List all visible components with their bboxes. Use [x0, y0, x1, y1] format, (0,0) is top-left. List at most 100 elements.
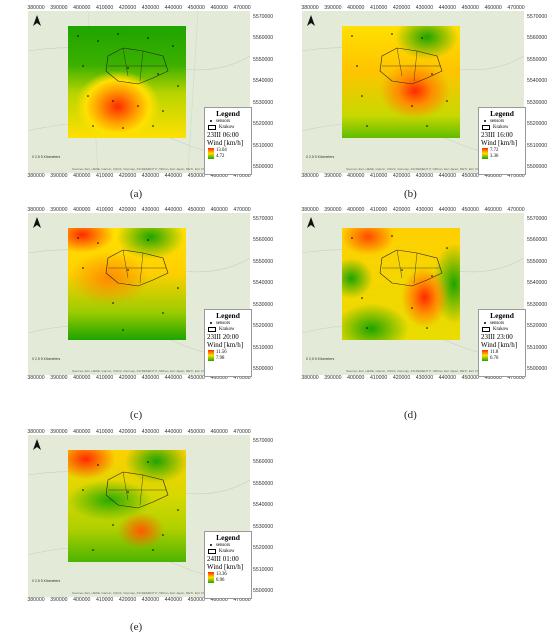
y-tick-label: 5530000: [253, 523, 274, 530]
x-tick-label: 410000: [96, 429, 114, 435]
x-tick-label: 450000: [187, 597, 205, 603]
legend-title: Legend: [216, 109, 240, 118]
legend-sensors: sensors: [216, 118, 231, 124]
legend-krakow: Krakow: [219, 326, 235, 332]
x-tick-label: 410000: [96, 375, 114, 381]
x-tick-label: 470000: [233, 5, 251, 11]
boundary-box-icon: [482, 124, 490, 130]
x-tick-label: 430000: [415, 5, 434, 11]
krakow-boundary: [379, 249, 443, 287]
x-tick-label: 440000: [164, 429, 182, 435]
x-tick-label: 440000: [164, 375, 182, 381]
boundary-box-icon: [208, 548, 216, 554]
y-tick-label: 5510000: [527, 344, 548, 351]
x-tick-label: 390000: [50, 5, 68, 11]
x-tick-label: 460000: [210, 5, 228, 11]
legend-sensors: sensors: [216, 320, 231, 326]
x-tick-label: 380000: [27, 5, 45, 11]
map-credit: Sources: Esri, HERE, Garmin, USGS, Inter…: [346, 369, 517, 373]
krakow-boundary: [379, 47, 443, 85]
x-tick-label: 440000: [164, 597, 182, 603]
x-tick-label: 420000: [118, 597, 137, 603]
x-tick-label: 450000: [187, 429, 205, 435]
legend-variable: Wind [km/h]: [481, 139, 518, 147]
legend-time: 23III 06:00: [207, 131, 239, 139]
x-tick-label: 400000: [347, 173, 365, 179]
y-tick-label: 5540000: [253, 280, 274, 287]
legend-sensors: sensors: [216, 542, 231, 548]
legend: Legend sensors Krakow 23III 16:00 Wind […: [478, 107, 526, 175]
y-tick-label: 5560000: [253, 35, 274, 42]
x-axis-bottom: 380000 390000 400000 410000 420000 430000 4400…: [26, 597, 252, 605]
x-axis-bottom: 380000 390000 400000 410000 420000 430000 4400…: [26, 173, 252, 181]
y-tick-label: 5570000: [253, 438, 274, 444]
boundary-box-icon: [208, 326, 216, 332]
x-tick-label: 400000: [347, 207, 365, 213]
x-tick-label: 470000: [233, 597, 251, 603]
map-credit: Sources: Esri, HERE, Garmin, USGS, Inter…: [346, 167, 517, 171]
sensor-dot-icon: [210, 322, 212, 324]
legend-time: 23III 23:00: [481, 333, 513, 341]
y-tick-label: 5570000: [527, 216, 548, 222]
y-tick-label: 5560000: [253, 237, 274, 244]
legend-time: 23III 16:00: [481, 131, 513, 139]
x-tick-label: 460000: [484, 207, 502, 213]
legend-max: 11.56: [216, 350, 227, 355]
x-tick-label: 450000: [461, 375, 479, 381]
y-tick-label: 5550000: [253, 480, 274, 487]
x-tick-label: 390000: [50, 429, 68, 435]
x-axis-bottom: 380000 390000 400000 410000 420000 430000 4400…: [300, 173, 526, 181]
y-tick-label: 5530000: [253, 99, 274, 106]
y-tick-label: 5550000: [527, 258, 548, 265]
x-tick-label: 390000: [324, 173, 342, 179]
x-tick-label: 390000: [50, 375, 68, 381]
legend-min: 7.98: [216, 356, 225, 361]
y-tick-label: 5540000: [253, 78, 274, 85]
x-tick-label: 400000: [73, 173, 91, 179]
x-tick-label: 420000: [392, 173, 411, 179]
x-tick-label: 470000: [233, 375, 251, 381]
color-ramp: [482, 350, 488, 361]
color-ramp: [208, 572, 214, 583]
x-tick-label: 430000: [415, 207, 434, 213]
x-tick-label: 380000: [27, 375, 45, 381]
panel-caption: (e): [130, 621, 143, 633]
legend-variable: Wind [km/h]: [207, 563, 244, 571]
x-tick-label: 470000: [233, 429, 251, 435]
legend-title: Legend: [490, 311, 514, 320]
y-tick-label: 5520000: [527, 323, 548, 330]
x-tick-label: 440000: [164, 207, 182, 213]
sensor-points: [351, 33, 448, 127]
x-tick-label: 450000: [461, 207, 479, 213]
sensor-points: [82, 461, 179, 551]
x-tick-label: 380000: [27, 429, 45, 435]
x-tick-label: 380000: [301, 375, 319, 381]
legend: Legend sensors Krakow 23III 23:00 Wind […: [478, 309, 526, 377]
scale-bar: 0 2,5 5 Kilometers: [32, 357, 61, 361]
legend-variable: Wind [km/h]: [207, 139, 244, 147]
x-tick-label: 450000: [187, 375, 205, 381]
legend: Legend sensors Krakow 23III 06:00 Wind […: [204, 107, 252, 175]
x-tick-label: 460000: [484, 173, 502, 179]
x-tick-label: 430000: [141, 207, 160, 213]
y-tick-label: 5560000: [527, 237, 548, 244]
x-tick-label: 470000: [233, 207, 251, 213]
y-tick-label: 5520000: [527, 121, 548, 128]
y-tick-label: 5540000: [527, 280, 548, 287]
wind-heatmap: [342, 26, 460, 138]
y-tick-label: 5510000: [527, 142, 548, 149]
legend-title: Legend: [216, 533, 240, 542]
x-tick-label: 400000: [347, 5, 365, 11]
sensor-dot-icon: [210, 120, 212, 122]
x-tick-label: 450000: [187, 5, 205, 11]
x-tick-label: 420000: [118, 173, 137, 179]
scale-bar: 0 2,5 5 Kilometers: [306, 155, 335, 159]
wind-heatmap: [68, 450, 186, 562]
sensor-dot-icon: [484, 120, 486, 122]
map-credit: Sources: Esri, HERE, Garmin, USGS, Inter…: [72, 591, 243, 595]
x-tick-label: 390000: [324, 375, 342, 381]
y-tick-label: 5500000: [253, 164, 274, 170]
y-tick-label: 5550000: [253, 56, 274, 63]
north-arrow-icon: [307, 15, 315, 26]
x-tick-label: 420000: [392, 5, 411, 11]
